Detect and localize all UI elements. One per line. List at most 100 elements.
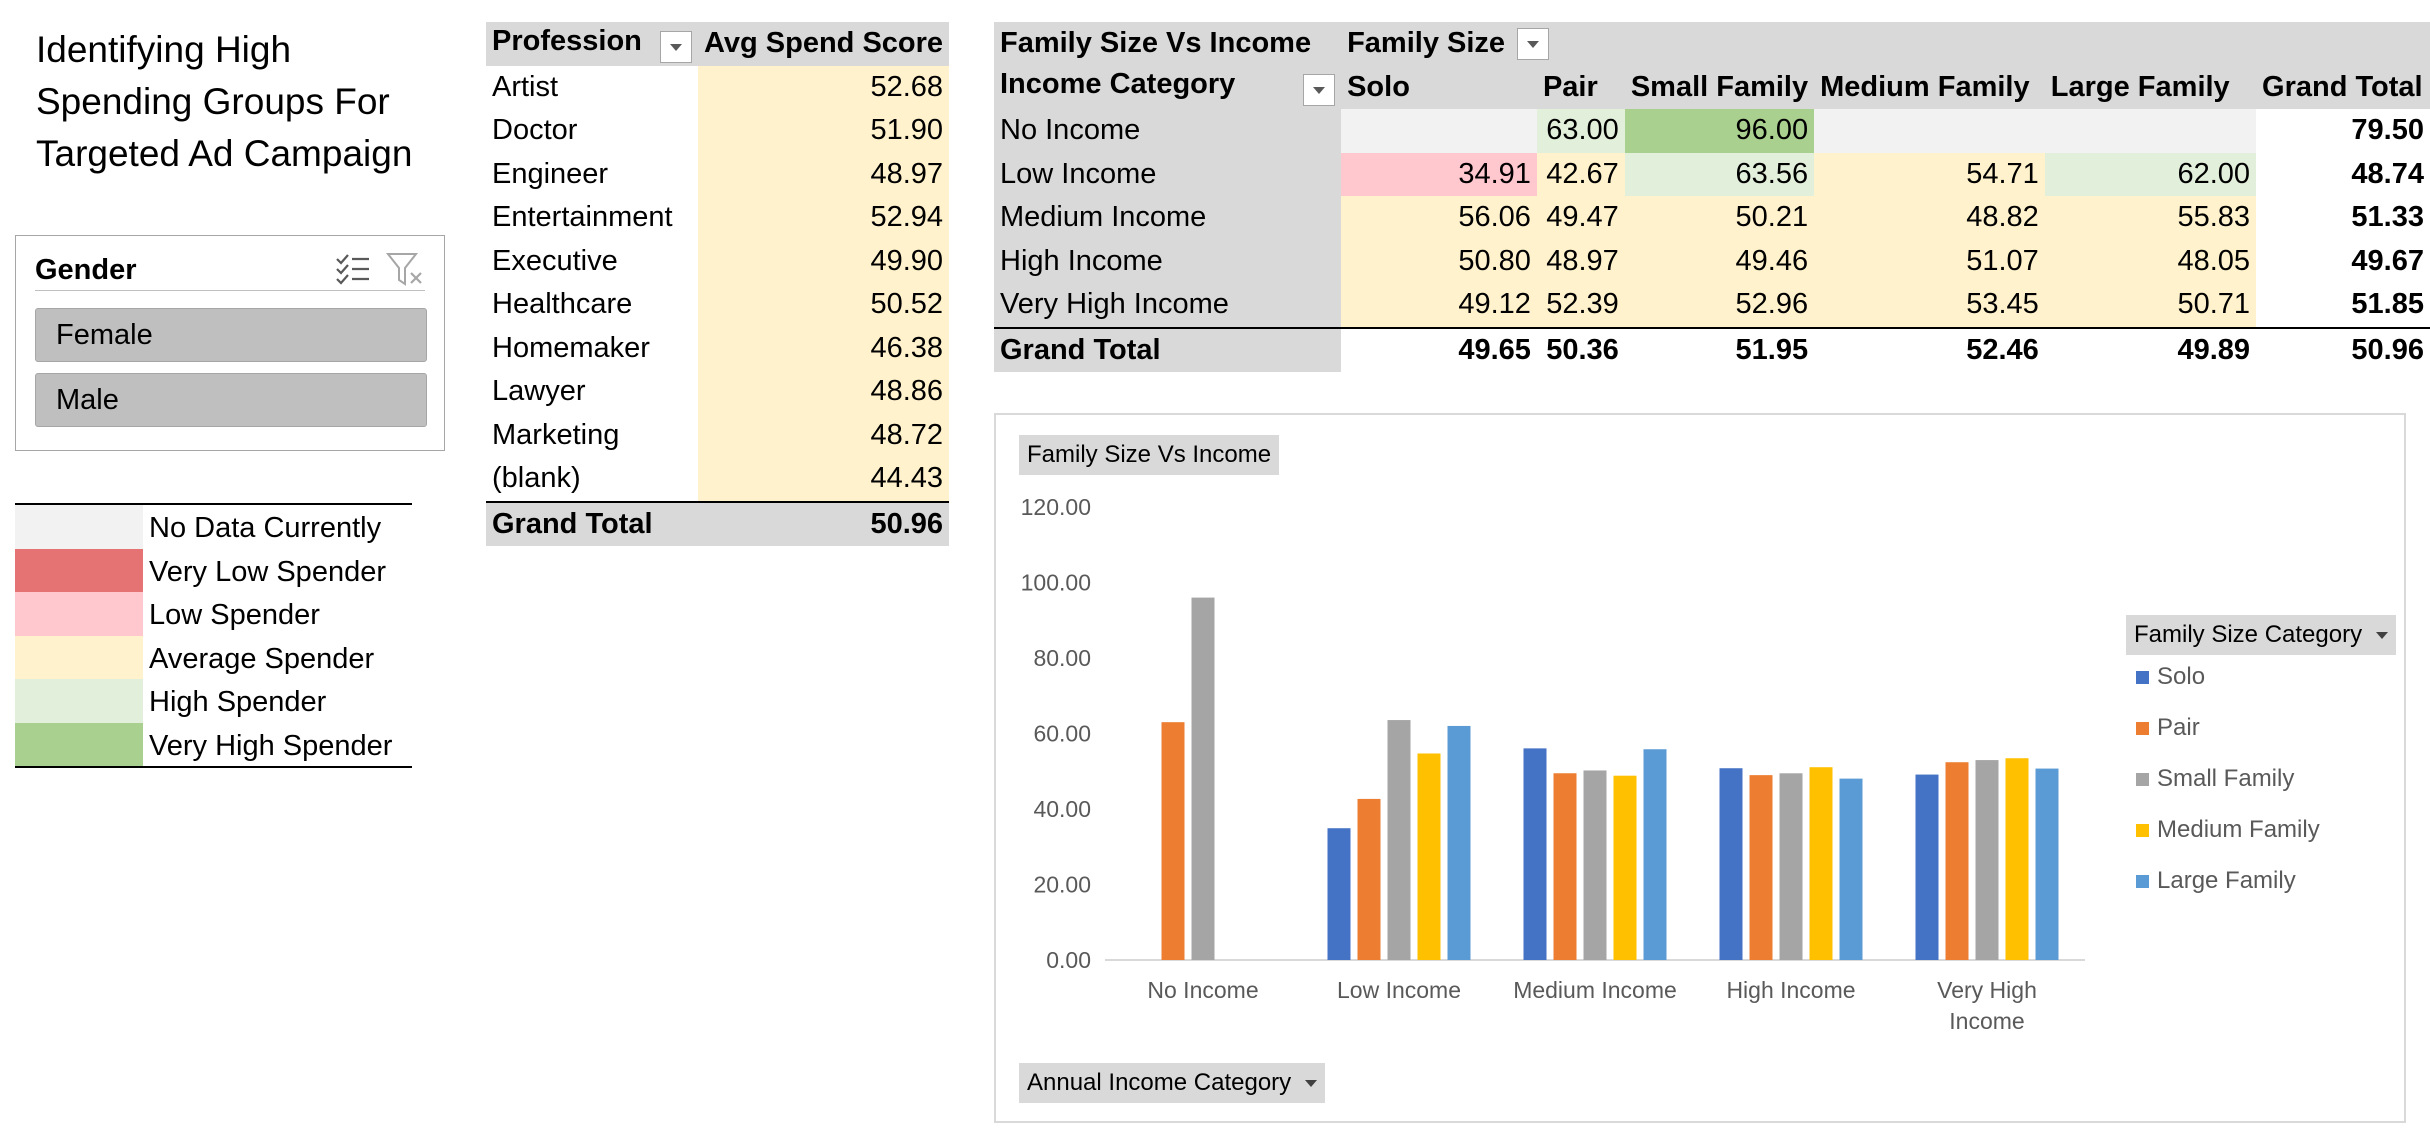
report-title-line-1: Identifying High — [36, 29, 292, 70]
axis-field-dropdown-icon — [1305, 1080, 1318, 1088]
pivot-cell: 49.12 — [1341, 283, 1537, 328]
row-label: Medium Income — [994, 196, 1342, 240]
axis-field-button[interactable]: Annual Income Category — [1019, 1063, 1326, 1103]
gender-slicer: Gender Female Male — [15, 235, 445, 451]
bar — [1749, 775, 1773, 960]
row-field-header: Income Category — [994, 65, 1342, 109]
pivot-cell: 53.45 — [1814, 283, 2045, 328]
profession-filter-dropdown-icon[interactable] — [660, 30, 692, 63]
legend-label: No Data Currently — [149, 512, 382, 544]
legend-field-dropdown-icon — [2376, 632, 2389, 640]
column-field-label: Family Size — [1347, 27, 1506, 60]
slicer-item-male[interactable]: Male — [35, 373, 427, 427]
income-category-filter-dropdown-icon[interactable] — [1303, 74, 1336, 107]
bar — [1327, 828, 1351, 960]
pivot-cell: 42.67 — [1536, 152, 1625, 196]
bar — [1357, 798, 1381, 960]
bar — [1975, 760, 1999, 960]
profession-row: (blank) 44.43 — [486, 457, 950, 502]
pivot-cell: 63.00 — [1536, 109, 1625, 153]
avg-spend-value: 48.72 — [698, 413, 950, 457]
legend-item[interactable]: Solo — [2136, 663, 2205, 693]
slicer-title: Gender — [35, 254, 137, 286]
legend-item[interactable]: Medium Family — [2136, 816, 2320, 846]
profession-header: Profession — [486, 22, 698, 66]
legend-swatch — [2136, 875, 2149, 889]
avg-spend-value: 52.68 — [698, 65, 950, 109]
avg-spend-value: 51.90 — [698, 109, 950, 153]
x-tick-label: Very High — [1937, 977, 2037, 1003]
pivot-cell: 49.46 — [1624, 239, 1815, 283]
profession-row: Healthcare 50.52 — [486, 283, 950, 327]
row-grand-total: 51.33 — [2351, 201, 2424, 234]
clear-filter-icon[interactable] — [385, 250, 425, 288]
report-title-line-3: Targeted Ad Campaign — [36, 133, 413, 174]
column-header: Medium Family — [1814, 65, 2045, 109]
pivot-cell: 52.96 — [1624, 283, 1815, 328]
profession-label: (blank) — [492, 462, 581, 495]
bar — [1523, 748, 1547, 960]
legend-swatch — [15, 679, 143, 723]
pivot-cell: 50.71 — [2044, 283, 2257, 328]
family-size-filter-dropdown-icon[interactable] — [1517, 28, 1550, 61]
legend-item-label: Medium Family — [2157, 816, 2320, 843]
row-field-label: Income Category — [1000, 68, 1236, 101]
pivot-cell: 49.47 — [1536, 196, 1625, 240]
family-income-chart[interactable]: 0.00 20.00 40.00 60.00 80.00 100.00 120.00 No I… — [994, 413, 2406, 1123]
total-row-label: Grand Total — [994, 326, 1342, 372]
avg-spend-value: 46.38 — [698, 326, 950, 370]
column-field-header: Family Size — [1341, 22, 2430, 66]
pivot-title-row: Family Size Vs Income Family Size — [994, 22, 2430, 66]
total-cell: 52.46 — [1814, 326, 2045, 372]
legend-item[interactable]: Pair — [2136, 714, 2200, 744]
legend-item[interactable]: Large Family — [2136, 867, 2296, 897]
profession-label: Entertainment — [492, 201, 673, 234]
multi-select-icon[interactable] — [333, 250, 373, 288]
bar — [1719, 768, 1743, 960]
legend-item-label: Large Family — [2157, 867, 2296, 894]
slicer-item-female[interactable]: Female — [35, 308, 427, 362]
x-tick-label: Medium Income — [1513, 977, 1677, 1003]
legend-swatch — [2136, 824, 2149, 838]
avg-spend-value: 48.97 — [698, 152, 950, 196]
legend-field-button[interactable]: Family Size Category — [2126, 615, 2397, 655]
profession-header-label: Profession — [492, 24, 642, 57]
row-label: Very High Income — [994, 283, 1342, 328]
row-grand-total: 79.50 — [2351, 114, 2424, 147]
avg-spend-value: 44.43 — [698, 457, 950, 502]
legend-swatch — [15, 592, 143, 636]
total-cell: 49.89 — [2044, 326, 2257, 372]
avg-spend-value: 49.90 — [698, 239, 950, 283]
legend-swatch — [2136, 773, 2149, 787]
row-label: High Income — [994, 239, 1342, 283]
legend-row: High Spender — [15, 679, 412, 723]
profession-label: Marketing — [492, 418, 620, 451]
total-cell: 49.65 — [1341, 326, 1537, 372]
bar — [1643, 749, 1667, 960]
bar — [1809, 767, 1833, 960]
total-cell: 50.36 — [1536, 326, 1625, 372]
bar — [1447, 725, 1471, 960]
bar — [1417, 753, 1441, 960]
avg-spend-value: 50.52 — [698, 283, 950, 327]
legend-label: Very Low Spender — [149, 555, 386, 588]
pivot-cell: 54.71 — [1814, 152, 2045, 196]
report-title-line-2: Spending Groups For — [36, 81, 390, 122]
profession-label: Doctor — [492, 114, 578, 147]
row-label: No Income — [994, 109, 1342, 153]
pivot-cell — [2044, 109, 2257, 153]
legend-swatch — [2136, 722, 2149, 736]
pivot-row: Medium Income 56.06 49.47 50.21 48.82 55.83 51… — [994, 196, 2430, 240]
pivot-cell: 56.06 — [1341, 196, 1537, 240]
legend-row: Low Spender — [15, 592, 412, 636]
pivot-cell: 63.56 — [1624, 152, 1815, 196]
total-cell: 51.95 — [1624, 326, 1815, 372]
legend-swatch — [15, 505, 143, 549]
legend-field-label: Family Size Category — [2134, 621, 2363, 648]
legend-item[interactable]: Small Family — [2136, 765, 2294, 795]
chart-title-field-button[interactable]: Family Size Vs Income — [1019, 435, 1280, 475]
profession-label: Artist — [492, 70, 559, 103]
pivot-cell: 52.39 — [1536, 283, 1625, 328]
pivot-cell: 96.00 — [1624, 109, 1815, 153]
row-grand-total: 48.74 — [2351, 157, 2424, 190]
